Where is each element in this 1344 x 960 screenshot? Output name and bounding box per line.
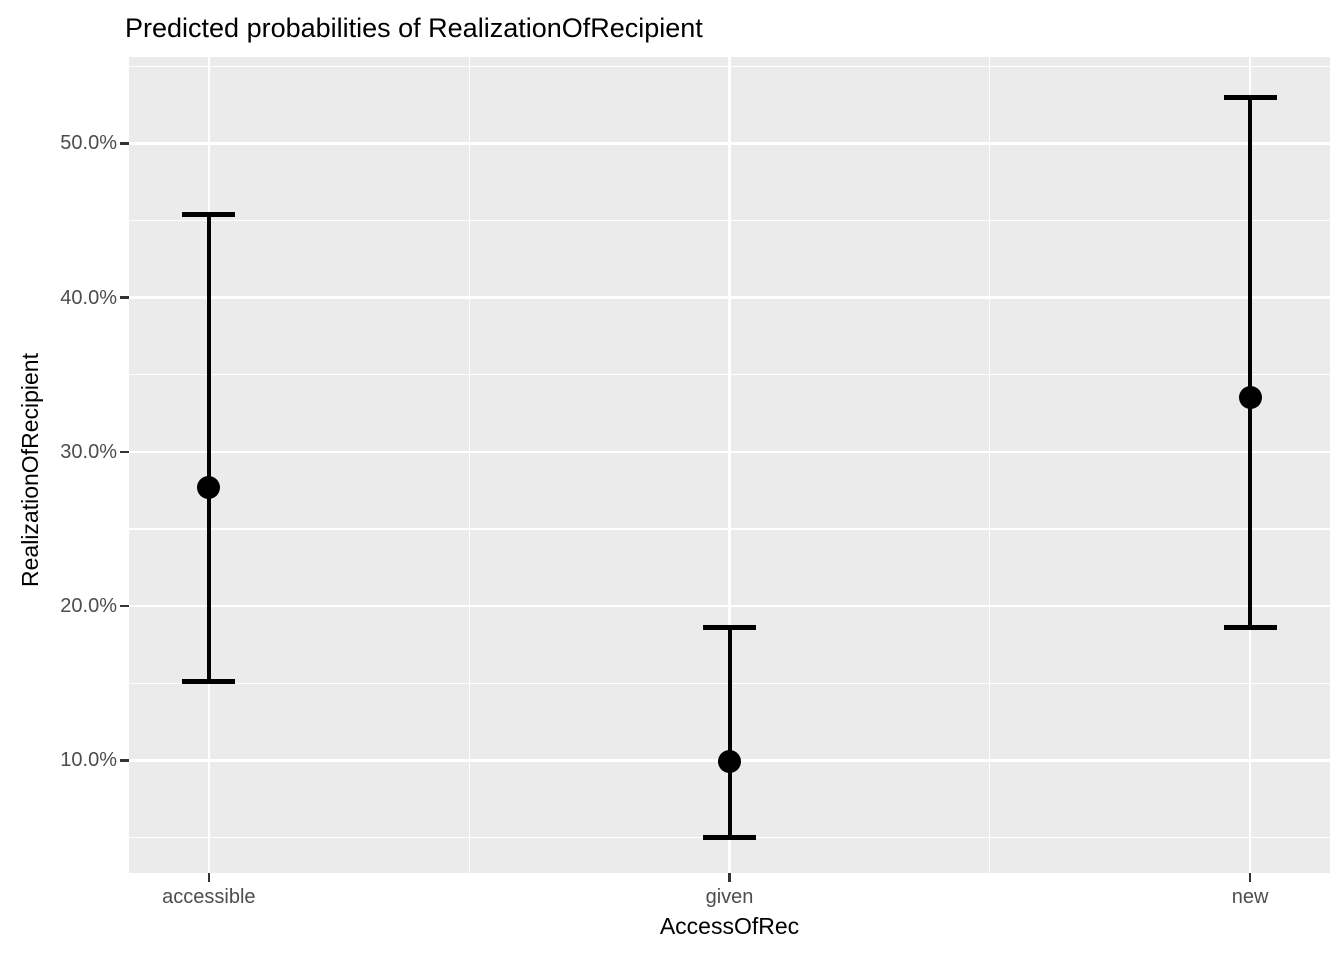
plot-panel (129, 57, 1330, 873)
y-axis-title: RealizationOfRecipient (17, 353, 43, 587)
gridline-minor-vertical (468, 57, 470, 873)
x-tick-label: given (705, 886, 754, 908)
errorbar-cap-top (1223, 94, 1277, 100)
y-tick-label: 20.0% (60, 595, 117, 618)
errorbar-cap-top (703, 625, 756, 631)
x-axis-tick (1248, 873, 1252, 882)
point-estimate-dot (718, 750, 741, 774)
y-axis-tick (120, 759, 129, 762)
x-axis-tick (728, 873, 731, 882)
point-estimate-dot (1238, 386, 1262, 410)
y-axis-tick (120, 450, 129, 454)
errorbar-stem (1248, 97, 1253, 628)
errorbar-cap-bottom (1223, 625, 1277, 631)
x-tick-label: new (1231, 886, 1269, 908)
point-estimate-dot (197, 475, 221, 499)
y-tick-label: 30.0% (60, 440, 117, 463)
y-axis-tick (120, 296, 129, 299)
errorbar-cap-bottom (182, 679, 236, 685)
y-tick-label: 50.0% (60, 132, 117, 155)
gridline-major-vertical (728, 57, 731, 873)
errorbar-cap-bottom (703, 835, 756, 841)
plot-title: Predicted probabilities of RealizationOf… (125, 13, 703, 43)
y-axis-tick (120, 142, 129, 145)
x-axis-title: AccessOfRec (659, 913, 800, 939)
errorbar-stem (727, 627, 732, 838)
errorbar-stem (206, 214, 211, 682)
errorbar-cap-top (182, 211, 236, 217)
y-axis-tick (120, 604, 129, 608)
gridline-minor-vertical (989, 57, 991, 873)
x-axis-tick (207, 873, 211, 882)
y-tick-label: 10.0% (60, 749, 117, 772)
y-tick-label: 40.0% (60, 286, 117, 309)
x-tick-label: accessible (162, 886, 256, 908)
